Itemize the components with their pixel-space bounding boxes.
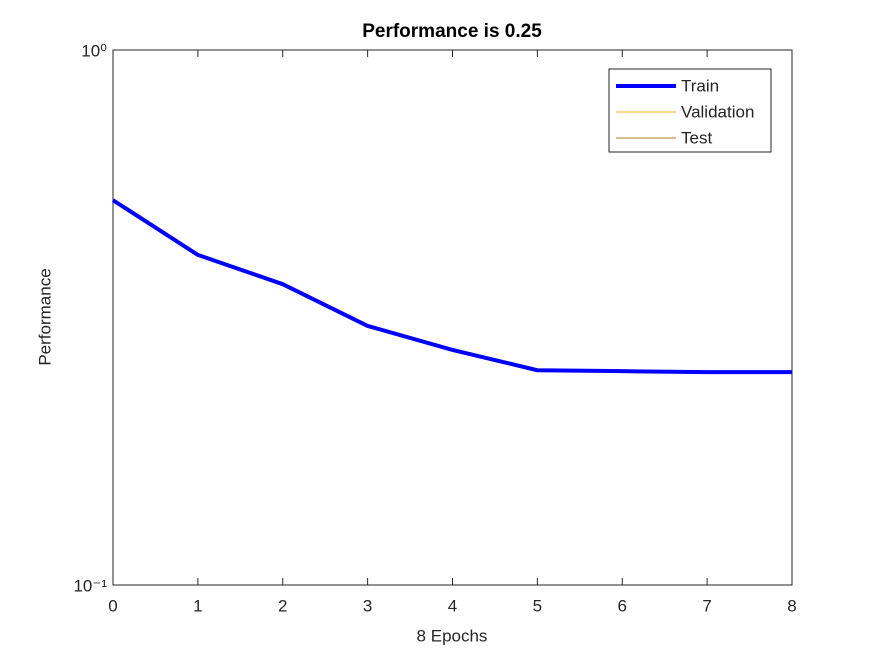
x-tick-label: 5	[533, 596, 542, 615]
x-tick-label: 3	[363, 596, 372, 615]
y-tick-label: 10⁻¹	[73, 576, 107, 595]
x-tick-label: 1	[193, 596, 202, 615]
chart-title: Performance is 0.25	[362, 21, 542, 42]
y-axis-label: Performance	[35, 268, 54, 365]
x-tick-label: 4	[448, 596, 457, 615]
x-axis-label: 8 Epochs	[417, 626, 488, 645]
x-tick-label: 8	[787, 596, 796, 615]
legend-label: Train	[681, 76, 719, 95]
x-tick-label: 0	[108, 596, 117, 615]
legend-label: Test	[681, 128, 712, 147]
x-tick-label: 2	[278, 596, 287, 615]
legend-label: Validation	[681, 102, 754, 121]
x-tick-label: 6	[618, 596, 627, 615]
x-tick-label: 7	[702, 596, 711, 615]
series-line	[111, 198, 792, 375]
y-tick-label: 10⁰	[81, 41, 107, 60]
